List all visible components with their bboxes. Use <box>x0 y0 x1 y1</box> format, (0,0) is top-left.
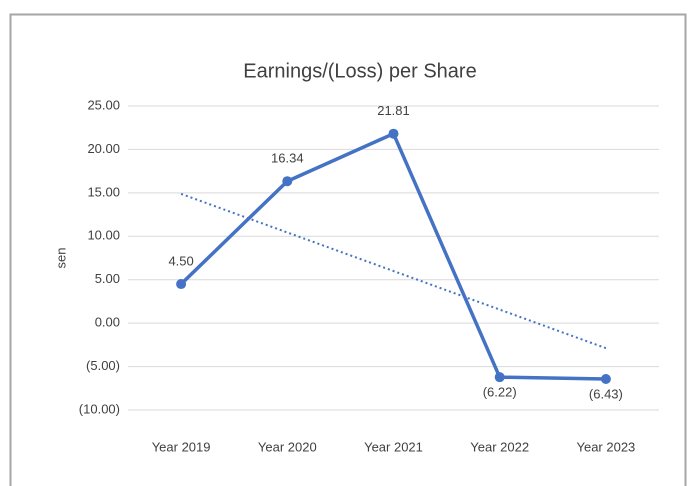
chart-title: Earnings/(Loss) per Share <box>243 60 476 82</box>
x-tick-label: Year 2020 <box>258 439 317 454</box>
chart-frame <box>9 13 687 486</box>
marker <box>600 373 611 384</box>
y-tick-label: 25.00 <box>87 97 120 112</box>
x-tick-label: Year 2022 <box>470 439 529 454</box>
x-tick-label: Year 2021 <box>364 439 423 454</box>
y-tick-label: 5.00 <box>95 271 120 286</box>
y-tick-label: 10.00 <box>87 228 120 243</box>
marker <box>282 176 293 187</box>
series-line <box>179 131 606 381</box>
y-axis-label: sen <box>53 248 68 269</box>
marker <box>388 128 399 139</box>
data-label: (6.22) <box>483 385 517 400</box>
data-label: (6.43) <box>589 386 623 401</box>
trendline <box>180 192 607 350</box>
x-tick-label: Year 2019 <box>152 439 211 454</box>
data-label: 21.81 <box>377 103 410 118</box>
marker <box>494 372 505 383</box>
y-tick-label: 20.00 <box>87 141 120 156</box>
marker <box>176 279 187 290</box>
x-tick-label: Year 2023 <box>576 439 635 454</box>
y-tick-label: 0.00 <box>95 315 120 330</box>
data-label: 16.34 <box>271 151 304 166</box>
y-tick-label: (5.00) <box>86 358 120 373</box>
y-tick-label: (10.00) <box>79 401 120 416</box>
data-label: 4.50 <box>168 253 193 268</box>
y-tick-label: 15.00 <box>87 184 120 199</box>
